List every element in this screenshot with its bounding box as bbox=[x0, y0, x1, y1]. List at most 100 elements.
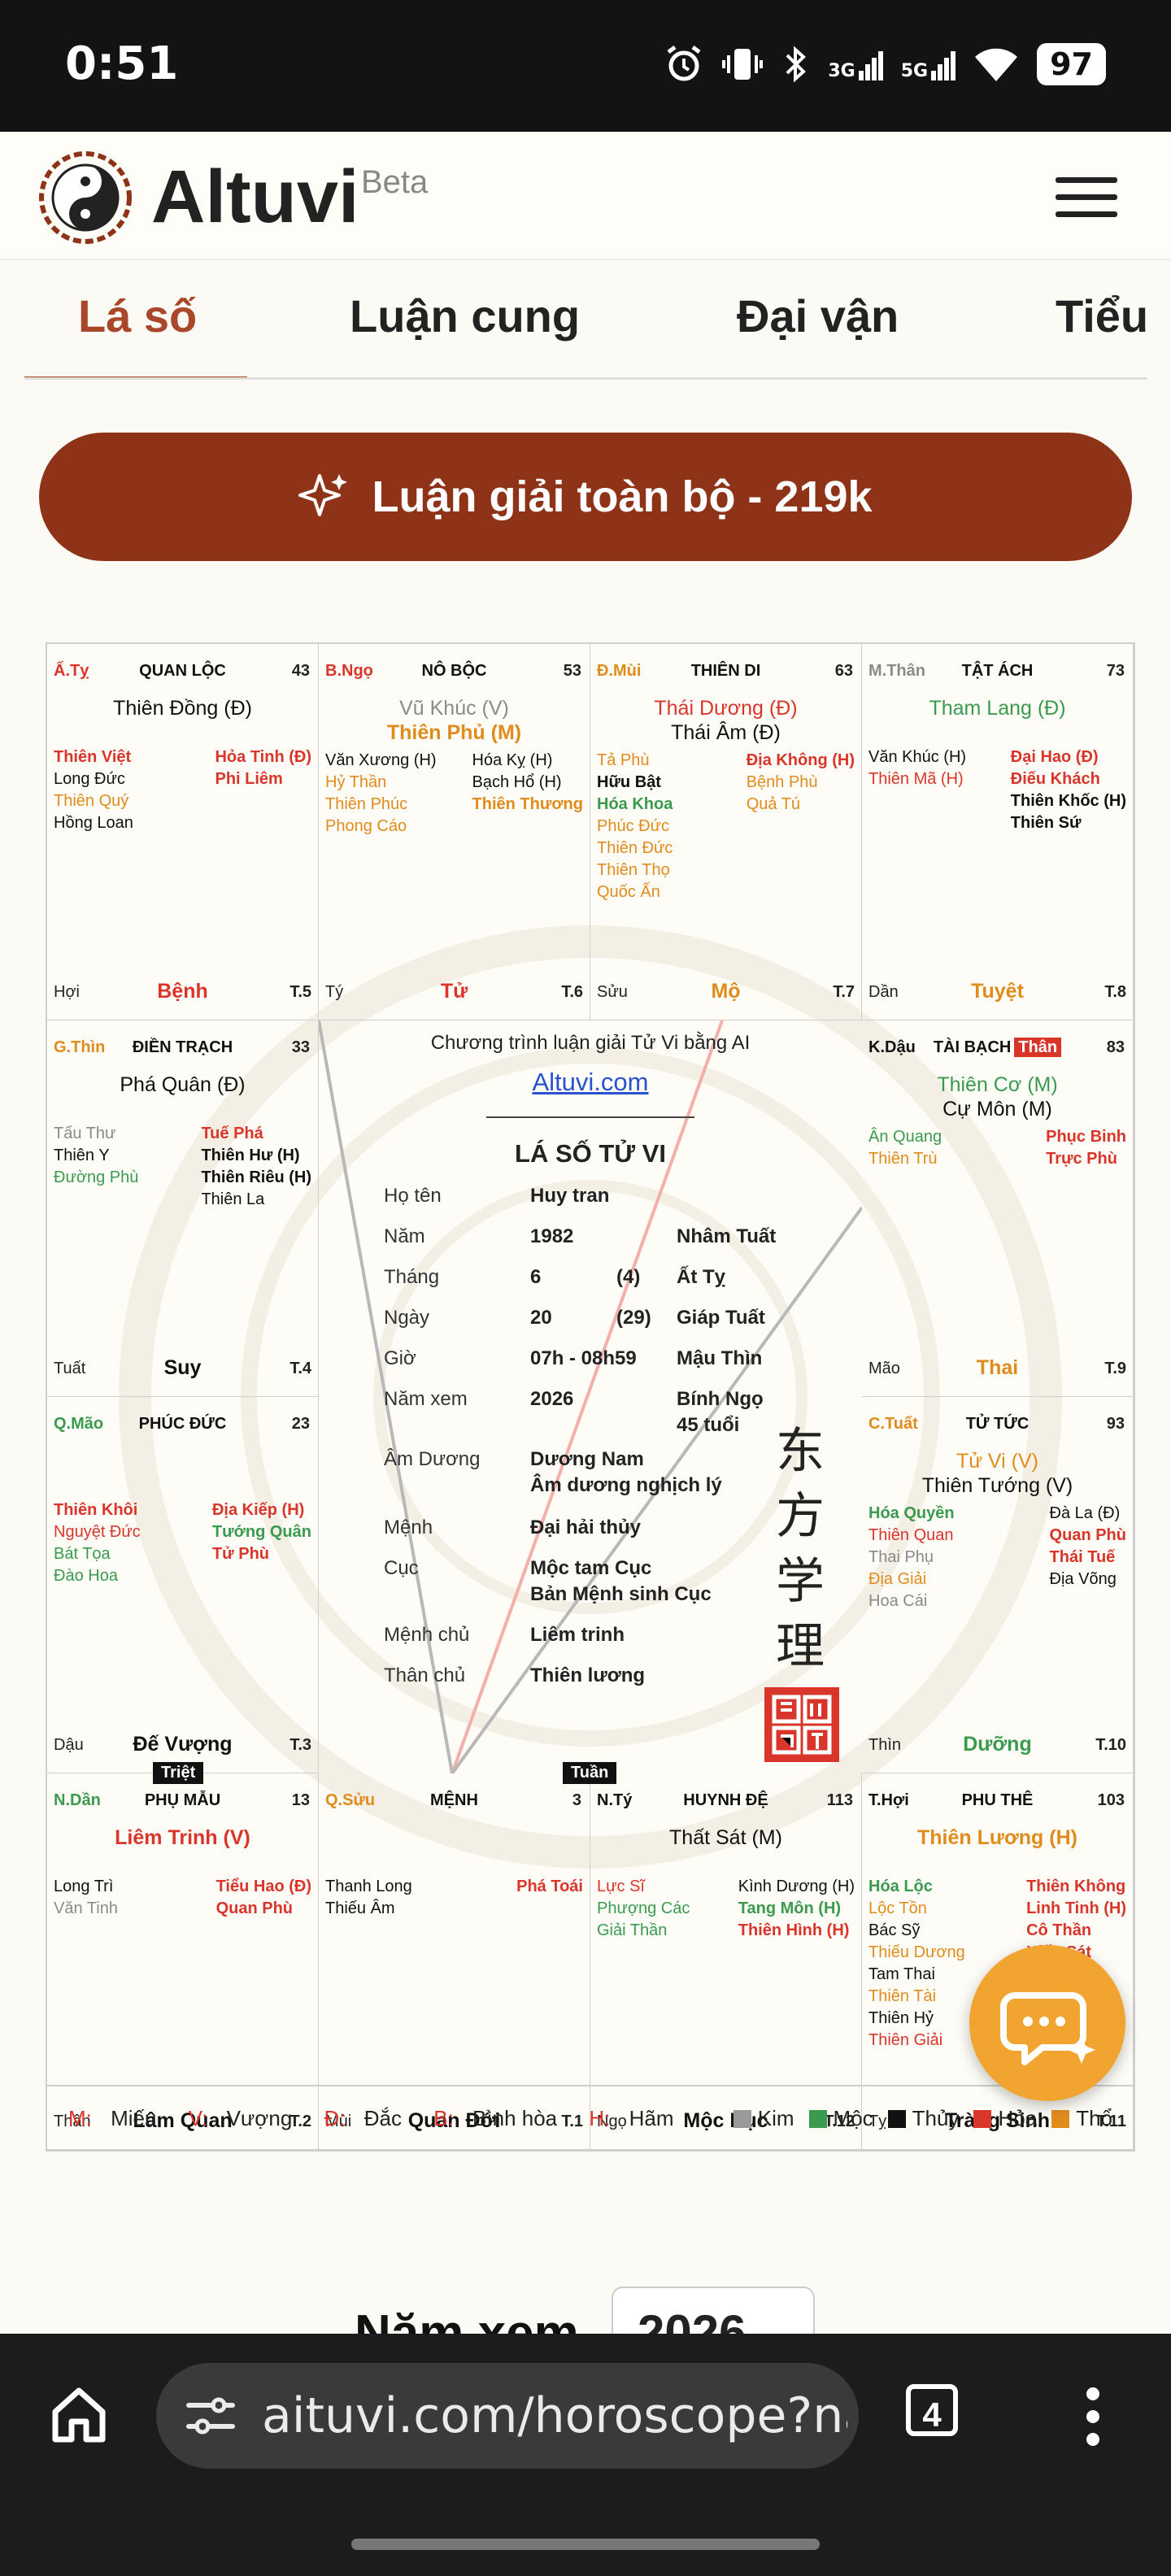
palace-cell[interactable]: G.Thìn ĐIỀN TRẠCH 33 Phá Quân (Đ) Tấu Thư Thi… bbox=[47, 1020, 319, 1397]
info-canchi-value: Mậu Thìn bbox=[677, 1347, 763, 1369]
active-tab-indicator bbox=[24, 376, 247, 377]
minor-stars-left: Thiên Việt Long Đức Thiên Quý Hồng Loan bbox=[54, 746, 133, 833]
palace-name-text: PHU THÊ bbox=[961, 1791, 1034, 1809]
analyze-all-button[interactable]: Luận giải toàn bộ - 219k bbox=[39, 433, 1132, 561]
palace-name-text: QUAN LỘC bbox=[139, 662, 226, 680]
main-star: Thái Âm (Đ) bbox=[671, 721, 781, 744]
palace-can-chi: Đ.Mùi bbox=[597, 662, 642, 680]
ai-chat-button[interactable] bbox=[969, 1945, 1125, 2101]
minor-star: Thiên Đức bbox=[597, 839, 673, 857]
palace-cell[interactable]: C.Tuất TỬ TỨC 93 Tử Vi (V) Thiên Tướng (V) Hó… bbox=[862, 1397, 1134, 1773]
palace-chi: Dần bbox=[868, 983, 899, 1001]
home-icon[interactable] bbox=[49, 2386, 109, 2443]
element-legend: Kim Mộc Thủy Hỏa Thổ bbox=[733, 2105, 1112, 2131]
palace-cell[interactable]: Đ.Mùi THIÊN DI 63 Thái Dương (Đ) Thái Âm (Đ)… bbox=[590, 644, 862, 1020]
minor-star: Bát Tọa bbox=[54, 1545, 111, 1563]
palace-cell[interactable]: B.Ngọ NÔ BỘC 53 Vũ Khúc (V) Thiên Phủ (M) Văn… bbox=[319, 644, 590, 1020]
minor-stars-left: Văn Xương (H) Hỷ Thần Thiên Phúc Phong Cáo bbox=[325, 750, 437, 837]
minor-star: Tả Phù bbox=[597, 751, 650, 769]
tab-la-so[interactable]: Lá số bbox=[78, 290, 198, 342]
palace-month: T.7 bbox=[833, 983, 855, 1001]
tab-luan-cung[interactable]: Luận cung bbox=[350, 290, 581, 342]
info-label: Năm bbox=[384, 1225, 425, 1247]
minor-star: Thiên Thọ bbox=[597, 861, 670, 879]
yin-yang-logo-icon[interactable] bbox=[37, 150, 133, 246]
palace-cell[interactable]: M.Thân TẬT ÁCH 73 Tham Lang (Đ) Văn Khúc (H)… bbox=[862, 644, 1134, 1020]
palace-cell[interactable]: N.Dần PHỤ MẪU 13 Liêm Trinh (V) Long Trì Văn … bbox=[47, 1773, 319, 2150]
minor-star: Thiên La bbox=[201, 1190, 265, 1208]
palace-chi: Mão bbox=[868, 1360, 900, 1377]
palace-name-text: MỆNH bbox=[430, 1791, 478, 1809]
calligraphy-char: 方 bbox=[776, 1488, 825, 1545]
palace-age: 43 bbox=[291, 662, 310, 680]
battery-indicator: 97 bbox=[1037, 43, 1106, 85]
legend-value: Miếu bbox=[111, 2105, 157, 2130]
minor-star: Hóa Lộc bbox=[868, 1878, 933, 1895]
minor-star: Bạch Hổ (H) bbox=[472, 773, 562, 791]
palace-month: T.8 bbox=[1104, 983, 1126, 1001]
minor-star: Thiên Sứ bbox=[1010, 814, 1082, 832]
brand-name[interactable]: Altuvi bbox=[151, 155, 359, 238]
info-value: Đại hải thủy bbox=[530, 1516, 642, 1538]
palace-cell[interactable]: Ấ.Tỵ QUAN LỘC 43 Thiên Đồng (Đ) Thiên Việt Lo… bbox=[47, 644, 319, 1020]
element-name: Mộc bbox=[833, 2105, 873, 2130]
info-canchi-value: Bính Ngọ bbox=[677, 1388, 764, 1410]
life-phase: Mộc Dục bbox=[683, 2109, 768, 2132]
palace-name: HUYNH ĐỆ bbox=[590, 1791, 861, 1810]
network-5g-label: 5G bbox=[900, 61, 929, 81]
site-settings-icon[interactable] bbox=[185, 2394, 236, 2438]
minor-stars-left: Tả Phù Hữu Bật Hóa Khoa Phúc Đức Thiên Đức Th… bbox=[597, 750, 673, 903]
beta-label: Beta bbox=[361, 164, 429, 200]
more-options-icon[interactable] bbox=[1085, 2386, 1101, 2448]
info-secondary-value: Bản Mệnh sinh Cục bbox=[530, 1583, 712, 1605]
palace-cell[interactable]: Q.Mão PHÚC ĐỨC 23 Thiên Khôi Nguyệt Đức Bát T… bbox=[47, 1397, 319, 1773]
life-phase: Dưỡng bbox=[963, 1733, 1032, 1756]
palace-name: TÀI BẠCH Thân bbox=[862, 1038, 1133, 1057]
tab-dai-van[interactable]: Đại vận bbox=[737, 290, 899, 342]
tab-switcher-button[interactable]: 4 bbox=[906, 2384, 958, 2436]
main-star: Thiên Tướng (V) bbox=[921, 1474, 1073, 1497]
palace-footer: Mão Thai T.9 bbox=[868, 1354, 1126, 1379]
main-stars: Thiên Cơ (M) Cự Môn (M) bbox=[862, 1073, 1133, 1121]
tab-tieu[interactable]: Tiểu bbox=[1056, 290, 1147, 342]
signal-icon bbox=[931, 51, 956, 80]
palace-footer: Tý Tử T.6 bbox=[325, 977, 583, 1003]
legend-value: Vượng bbox=[226, 2105, 293, 2130]
palace-name: MỆNH bbox=[319, 1791, 590, 1810]
main-star: Thái Dương (Đ) bbox=[654, 697, 798, 720]
info-label: Họ tên bbox=[384, 1185, 442, 1207]
address-bar[interactable]: aituvi.com/horoscope?na bbox=[156, 2363, 859, 2469]
palace-chi: Thìn bbox=[868, 1736, 902, 1754]
minor-stars-left: Văn Khúc (H) Thiên Mã (H) bbox=[868, 746, 966, 833]
minor-stars-right: Phục Binh Trực Phù bbox=[1046, 1126, 1126, 1169]
minor-star: Đường Phù bbox=[54, 1168, 139, 1186]
minor-star: Thanh Long bbox=[325, 1878, 412, 1895]
palace-cell[interactable]: T.Hợi PHU THÊ 103 Thiên Lương (H) Hóa Lộc Lộc… bbox=[862, 1773, 1134, 2150]
minor-star: Hoa Cái bbox=[868, 1592, 928, 1610]
minor-star: Thiên Khốc (H) bbox=[1010, 792, 1126, 810]
minor-stars-left: Thanh Long Thiếu Âm bbox=[325, 1876, 412, 1919]
palace-month: T.3 bbox=[289, 1736, 311, 1754]
palace-can-chi: C.Tuất bbox=[868, 1415, 918, 1433]
minor-star: Ân Quang bbox=[868, 1128, 942, 1146]
palace-cell[interactable]: K.Dậu TÀI BẠCH Thân 83 Thiên Cơ (M) Cự Môn (M… bbox=[862, 1020, 1134, 1397]
palace-name-text: ĐIỀN TRẠCH bbox=[132, 1038, 233, 1056]
chart-title: LÁ SỐ TỬ VI bbox=[515, 1139, 666, 1168]
altuvi-link[interactable]: Altuvi.com bbox=[532, 1068, 649, 1096]
palace-age: 73 bbox=[1106, 662, 1125, 680]
minor-star: Phong Cáo bbox=[325, 817, 407, 835]
minor-stars-left: Hóa Quyền Thiên Quan Thai Phụ Địa Giải Hoa C… bbox=[868, 1503, 955, 1612]
palace-name-text: NÔ BỘC bbox=[421, 662, 487, 680]
hamburger-menu-icon[interactable] bbox=[1056, 177, 1117, 218]
info-label: Ngày bbox=[384, 1307, 430, 1329]
palace-month: T.6 bbox=[561, 983, 583, 1001]
kim-swatch bbox=[733, 2109, 751, 2128]
tuan-tag: Tuần bbox=[563, 1762, 617, 1784]
palace-cell[interactable]: N.Tý HUYNH ĐỆ 113 Thất Sát (M) Lực Sĩ Phượng … bbox=[590, 1773, 862, 2150]
minor-star: Địa Giải bbox=[868, 1570, 927, 1588]
minor-stars-right: Tuế Phá Thiên Hư (H) Thiên Riêu (H) Thiên L… bbox=[201, 1123, 311, 1210]
minor-star: Hữu Bật bbox=[597, 773, 661, 791]
palace-name-text: TỬ TỨC bbox=[965, 1415, 1030, 1433]
palace-cell[interactable]: Q.Sửu MỆNH 3 Thanh Long Thiếu Âm Phá Toái Mùi Q… bbox=[319, 1773, 590, 2150]
minor-stars: Thiên Việt Long Đức Thiên Quý Hồng Loan Hỏa … bbox=[54, 746, 311, 833]
